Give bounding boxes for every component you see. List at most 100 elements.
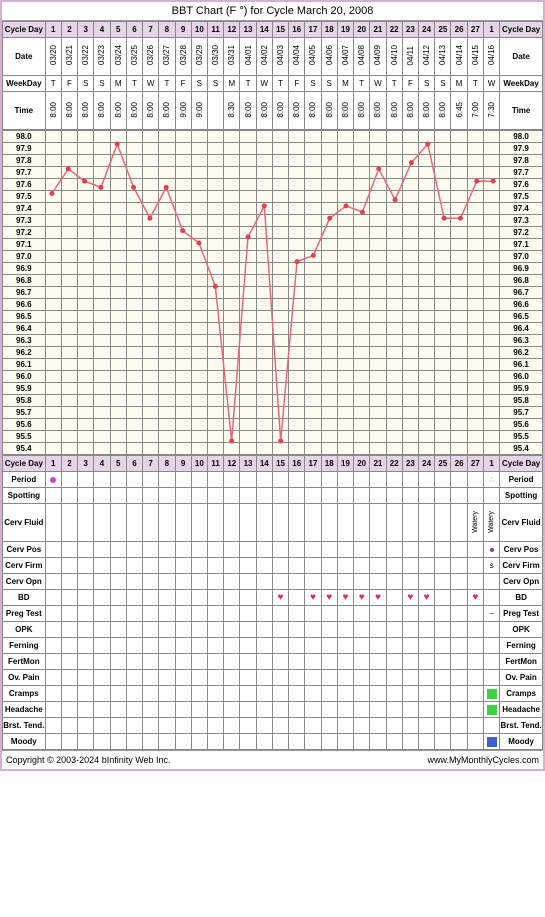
chart-cell: [419, 275, 435, 287]
cerv-firm-cell: [467, 558, 483, 574]
brst-tend-cell: [419, 718, 435, 734]
chart-cell: [305, 227, 321, 239]
chart-cell: [483, 347, 499, 359]
chart-cell: [289, 239, 305, 251]
date-cell: 03/28: [175, 38, 191, 76]
cerv-opn-cell: [305, 574, 321, 590]
bd-cell: [110, 590, 126, 606]
chart-cell: [483, 251, 499, 263]
ferning-row: FerningFerning: [3, 638, 543, 654]
chart-cell: [272, 143, 288, 155]
cerv-firm-cell: [45, 558, 61, 574]
chart-cell: [191, 395, 207, 407]
chart-cell: [224, 359, 240, 371]
chart-cell: [224, 287, 240, 299]
brst-tend-cell: [126, 718, 142, 734]
cycleday-cell: 14: [256, 456, 272, 472]
chart-cell: [289, 395, 305, 407]
chart-cell: [370, 395, 386, 407]
chart-cell: [175, 323, 191, 335]
cerv-pos-cell: [483, 542, 499, 558]
chart-cell: [191, 383, 207, 395]
headache-cell: [451, 702, 467, 718]
chart-cell: [435, 335, 451, 347]
chart-cell: [321, 431, 337, 443]
preg-test-cell: [321, 606, 337, 622]
date-cell: 03/24: [110, 38, 126, 76]
chart-cell: [207, 275, 223, 287]
chart-cell: [289, 167, 305, 179]
cycleday-cell: 23: [402, 22, 418, 38]
chart-cell: [159, 251, 175, 263]
chart-cell: [321, 371, 337, 383]
chart-cell: [207, 335, 223, 347]
chart-cell: [126, 251, 142, 263]
cerv-pos-cell: [305, 542, 321, 558]
chart-cell: [61, 275, 77, 287]
chart-cell: [321, 239, 337, 251]
chart-cell: [45, 419, 61, 431]
chart-cell: [224, 275, 240, 287]
chart-cell: [289, 299, 305, 311]
chart-cell: [354, 251, 370, 263]
chart-cell: [370, 191, 386, 203]
chart-cell: [305, 407, 321, 419]
preg-test-cell: [126, 606, 142, 622]
chart-cell: [435, 323, 451, 335]
chart-cell: [370, 287, 386, 299]
cycleday-cell: 2: [61, 22, 77, 38]
cerv-firm-row: Cerv FirmsCerv Firm: [3, 558, 543, 574]
chart-cell: [110, 395, 126, 407]
temp-row: 96.996.9: [3, 263, 543, 275]
chart-cell: [272, 347, 288, 359]
period-dot: [50, 477, 56, 483]
cramps-cell: [94, 686, 110, 702]
headache-cell: [126, 702, 142, 718]
chart-cell: [207, 167, 223, 179]
chart-cell: [175, 347, 191, 359]
spotting-cell: [61, 488, 77, 504]
chart-cell: [272, 323, 288, 335]
time-cell: 8:00: [143, 92, 159, 130]
cerv-opn-cell: [402, 574, 418, 590]
ferning-cell: [94, 638, 110, 654]
chart-cell: [289, 227, 305, 239]
ferning-cell: [272, 638, 288, 654]
cramps-cell: [435, 686, 451, 702]
chart-cell: [337, 431, 353, 443]
chart-cell: [370, 383, 386, 395]
chart-cell: [61, 395, 77, 407]
chart-cell: [78, 407, 94, 419]
chart-cell: [289, 191, 305, 203]
chart-cell: [191, 203, 207, 215]
headache-cell: [419, 702, 435, 718]
chart-cell: [143, 287, 159, 299]
chart-cell: [256, 359, 272, 371]
chart-cell: [240, 299, 256, 311]
chart-cell: [354, 227, 370, 239]
time-cell: 8:00: [159, 92, 175, 130]
chart-cell: [451, 347, 467, 359]
chart-cell: [419, 131, 435, 143]
period-cell: [451, 472, 467, 488]
chart-cell: [126, 215, 142, 227]
cerv-fluid-cell: [305, 504, 321, 542]
chart-cell: [354, 155, 370, 167]
time-cell: 7:00: [467, 92, 483, 130]
chart-cell: [370, 251, 386, 263]
preg-test-cell: [256, 606, 272, 622]
chart-cell: [143, 131, 159, 143]
chart-cell: [483, 131, 499, 143]
moody-cell: [143, 734, 159, 750]
cerv-fluid-cell: [159, 504, 175, 542]
cerv-pos-cell: [94, 542, 110, 558]
chart-cell: [94, 431, 110, 443]
chart-cell: [337, 299, 353, 311]
cerv-pos-cell: [386, 542, 402, 558]
chart-cell: [175, 431, 191, 443]
chart-cell: [224, 383, 240, 395]
chart-cell: [354, 359, 370, 371]
ferning-cell: [451, 638, 467, 654]
headache-cell: [94, 702, 110, 718]
chart-cell: [45, 215, 61, 227]
